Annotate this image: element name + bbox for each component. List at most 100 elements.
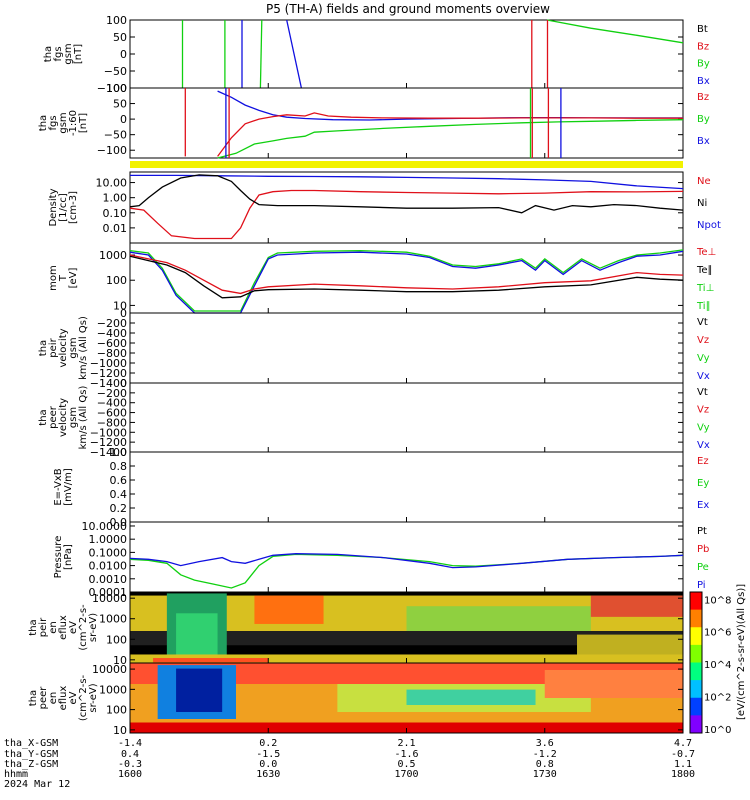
colorbar-segment — [690, 680, 702, 699]
density-series-Npot — [130, 174, 684, 190]
colorbar-segment — [690, 715, 702, 734]
colorbar-tick-label: 10^6 — [704, 628, 731, 639]
peir_vel-ytick-label: −600 — [97, 337, 127, 350]
footer-value-hhmm: 1630 — [256, 769, 280, 780]
density-ytick-label: 0.01 — [103, 222, 128, 235]
efield-ytick-label: 0.8 — [110, 460, 128, 473]
colorbar-segment — [690, 644, 702, 663]
colorbar-segment — [690, 662, 702, 681]
peir_vel-ytick-label: −400 — [97, 327, 127, 340]
footer-value-hhmm: 1730 — [533, 769, 557, 780]
status-bar-yellow — [130, 161, 683, 168]
fgs-legend-Bz: Bz — [697, 41, 709, 52]
peer_vel-ylabel: tha — [38, 409, 49, 425]
panel-peer_eflux: 10000 1000 100 10 tha peer en eflux eV (cm^2-s-sr… — [28, 662, 684, 737]
peir_eflux-spectrogram-cell — [406, 606, 591, 632]
pressure-ytick-label: 0.0100 — [89, 560, 128, 573]
efield-ytick-label: 0.2 — [110, 502, 128, 515]
fgs_dsl-ytick-label: 100 — [106, 82, 127, 95]
pressure-ytick-label: 1.0000 — [89, 533, 128, 546]
peir_vel-ylabel: tha — [38, 340, 49, 356]
efield-legend-Ez: Ez — [697, 456, 709, 467]
efield-ytick-label: 0.0 — [110, 516, 128, 529]
peir_vel-ytick-label: −800 — [97, 347, 127, 360]
peer_eflux-ylabel: eflux — [58, 686, 69, 711]
footer-value-y_gsm: -1.5 — [256, 749, 280, 760]
peer_vel-ylabel: velocity — [58, 398, 69, 437]
moments-ylabel: mom — [48, 265, 59, 291]
pressure-ytick-label: 0.0001 — [89, 586, 128, 599]
peer_vel-legend-Vz: Vz — [697, 405, 709, 416]
peer_eflux-ylabel: en — [48, 692, 59, 705]
fgs-ytick-label: 50 — [113, 31, 127, 44]
moments-legend-Ti∥: Ti∥ — [696, 301, 711, 312]
peir_eflux-ytick-label: 10 — [113, 654, 127, 667]
peer_vel-legend-Vx: Vx — [697, 440, 710, 451]
peir_eflux-ylabel: en — [48, 621, 59, 634]
footer-value-y_gsm: -1.6 — [394, 749, 418, 760]
footer-row-label: tha_Y-GSM — [4, 749, 58, 760]
fgs_dsl-legend-By: By — [697, 114, 710, 125]
peir_vel-legend-Vy: Vy — [697, 353, 710, 364]
peir_eflux-spectrogram-cell — [254, 595, 324, 624]
colorbar-frame — [689, 591, 703, 734]
peir_eflux-ytick-label: 100 — [106, 633, 127, 646]
footer-value-x_gsm: 2.1 — [397, 738, 415, 749]
panel-fgs: 100 50 0 −50 −100 tha fgs gsm [nT] Bt Bz By Bx — [43, 14, 710, 95]
fgs_dsl-series-By — [217, 119, 684, 159]
efield-ytick-label: 0.6 — [110, 474, 128, 487]
peer_vel-ylabel: peer — [48, 405, 59, 429]
fgs_dsl-series-Bz — [217, 112, 683, 157]
plot-title: P5 (TH-A) fields and ground moments over… — [266, 2, 550, 16]
panel-moments: 1000 100 10 mom T [eV] Te⊥ Te∥ Ti⊥ Ti∥ — [48, 242, 716, 314]
peir_vel-ytick-label: −1200 — [90, 367, 127, 380]
peer_vel-ylabel: gsm — [68, 407, 79, 428]
footer-value-z_gsm: 0.5 — [397, 759, 415, 770]
colorbar-segment — [690, 697, 702, 716]
footer-value-y_gsm: -1.2 — [533, 749, 557, 760]
density-legend-Npot: Npot — [697, 220, 721, 231]
footer-row-label: tha_X-GSM — [4, 738, 58, 749]
peer_vel-ytick-label: −1200 — [90, 436, 127, 449]
fgs-ylabel: tha — [43, 46, 54, 62]
moments-ytick-label: 10 — [113, 299, 127, 312]
pressure-frame — [129, 521, 684, 593]
pressure-legend-Pt: Pt — [697, 526, 707, 537]
peer_vel-ytick-label: −1400 — [90, 446, 127, 459]
fgs_dsl-ylabel: tha — [38, 115, 49, 131]
peir_eflux-spectrogram-cell — [153, 658, 269, 663]
peer_eflux-ytick-label: 1000 — [99, 683, 127, 696]
footer-value-hhmm: 1600 — [118, 769, 142, 780]
moments-legend-Ti⊥: Ti⊥ — [696, 283, 714, 294]
fgs-series-By — [546, 19, 684, 44]
fgs-ytick-label: −50 — [104, 65, 127, 78]
panel-density: 10.00 1.00 0.10 0.01 Density [1/cc] [cm-3] Ne Ni… — [48, 171, 721, 244]
peir_vel-ytick-label: −200 — [97, 317, 127, 330]
efield-legend-Ex: Ex — [697, 500, 709, 511]
fgs-series-By — [259, 19, 263, 89]
efield-ylabel: [mV/m] — [63, 468, 74, 506]
peir_vel-ylabel: km/s (All Qs) — [78, 316, 89, 380]
peer_eflux-ylabel: (cm^2-s- — [78, 674, 89, 721]
peir_vel-ylabel: velocity — [58, 328, 69, 367]
moments-series-Te∥ — [129, 255, 684, 299]
colorbar-label: [eV/(cm^2-s-sr-eV)(All Qs)] — [736, 584, 747, 720]
fgs_dsl-ytick-label: −50 — [104, 129, 127, 142]
peir_vel-ylabel: peir — [48, 337, 59, 357]
footer-value-y_gsm: 0.4 — [121, 749, 139, 760]
efield-ytick-label: 1.0 — [110, 446, 128, 459]
fgs_dsl-ytick-label: 0 — [120, 113, 127, 126]
peer_vel-ytick-label: −200 — [97, 387, 127, 400]
peer_vel-legend-Vt: Vt — [697, 387, 708, 398]
peir_vel-ytick-label: −1000 — [90, 357, 127, 370]
fgs-ylabel: gsm — [63, 43, 74, 64]
fgs_dsl-ylabel: -1:60 — [68, 110, 79, 136]
density-ytick-label: 1.00 — [103, 192, 128, 205]
fgs_dsl-ylabel: gsm — [58, 112, 69, 133]
peir_vel-frame — [129, 312, 684, 384]
peir_vel-legend-Vx: Vx — [697, 371, 710, 382]
moments-series-Ti⊥ — [129, 249, 684, 312]
pressure-ylabel: Pressure — [53, 536, 64, 579]
peir_eflux-ylabel: (cm^2-s- — [78, 604, 89, 651]
